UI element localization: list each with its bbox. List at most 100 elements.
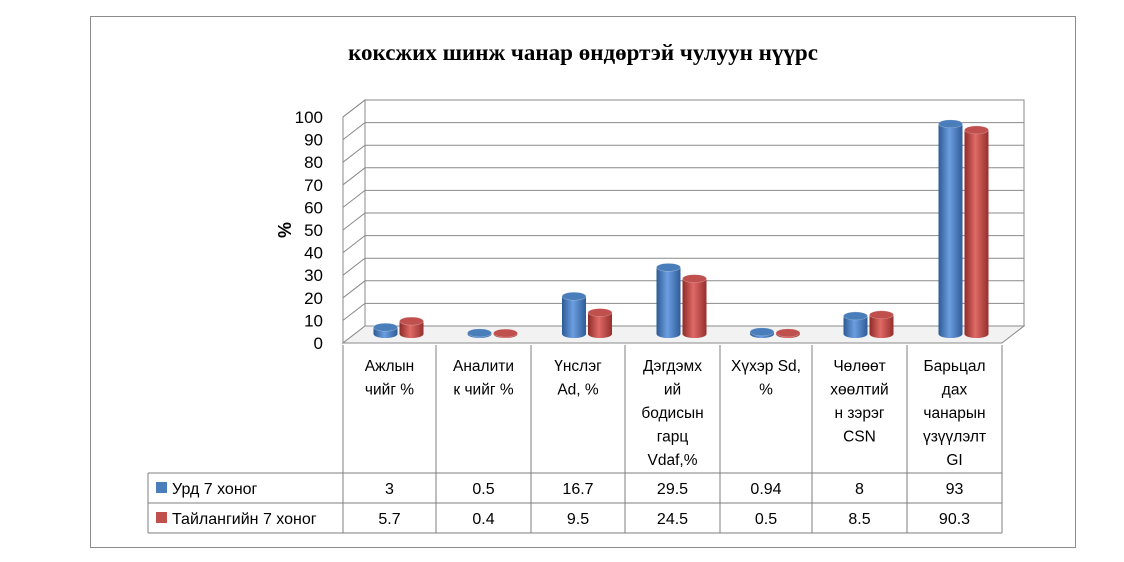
bar <box>467 328 492 338</box>
y-tick-label: 0 <box>314 334 323 353</box>
y-tick-label: 90 <box>304 131 323 150</box>
bar <box>775 328 801 338</box>
category-label: CSN <box>843 429 876 446</box>
data-label: 24.5 <box>657 511 688 528</box>
category-label: Vdaf,% <box>648 452 698 469</box>
bar-body <box>964 129 989 338</box>
bar-top <box>467 328 492 338</box>
bar-body <box>869 314 894 338</box>
bar-body <box>843 315 868 338</box>
category-label: чанарын <box>923 405 985 422</box>
bar <box>587 308 613 338</box>
data-label: 0.5 <box>472 481 494 498</box>
bar-top <box>587 308 613 317</box>
bar <box>869 310 894 338</box>
bar <box>938 119 963 338</box>
legend-swatch <box>156 482 167 493</box>
gridline <box>342 257 1024 276</box>
gridline <box>342 235 1024 253</box>
category-label: хөөлтий <box>830 382 888 399</box>
y-tick-label: 30 <box>304 266 323 285</box>
y-tick-label: 40 <box>304 244 323 263</box>
bar-top <box>561 291 587 301</box>
data-label: 16.7 <box>562 481 593 498</box>
gridline <box>342 122 1024 140</box>
category-label: GI <box>946 452 962 469</box>
gridline <box>342 189 1024 208</box>
category-label: Ажлын <box>365 358 414 375</box>
bar <box>682 274 707 338</box>
data-label: 5.7 <box>378 511 400 528</box>
bar <box>843 311 868 338</box>
category-label: Үнслэг <box>554 358 602 375</box>
category-label: гарц <box>657 429 689 446</box>
category-label: Барьцал <box>923 358 985 375</box>
y-tick-label: 20 <box>304 289 323 308</box>
bar-top <box>656 263 681 272</box>
y-tick-label: 60 <box>304 198 323 217</box>
category-label: Хүхэр Sd, <box>731 358 801 375</box>
data-label: 8.5 <box>848 511 870 528</box>
data-label: 90.3 <box>939 511 970 528</box>
bar <box>656 263 681 338</box>
bar-top <box>869 310 894 320</box>
gridline <box>342 144 1024 163</box>
category-label: ий <box>664 382 681 399</box>
y-tick-label: 70 <box>304 176 323 195</box>
data-label: 0.5 <box>755 511 777 528</box>
y-axis-label: % <box>275 222 295 238</box>
legend-label: Урд 7 хоног <box>172 481 258 498</box>
gridline <box>342 302 1024 321</box>
bar <box>749 327 775 338</box>
category-label: % <box>759 382 773 399</box>
data-label: 93 <box>946 481 964 498</box>
gridline <box>342 280 1024 299</box>
category-label: бодисын <box>641 405 703 422</box>
bar <box>561 291 587 338</box>
category-label: Дэгдэмх <box>643 358 702 375</box>
legend-swatch <box>156 512 167 523</box>
chart-title: коксжих шинж чанар өндөртэй чулуун нүүрс <box>348 40 818 65</box>
category-label: чийг % <box>365 382 414 399</box>
bar-top <box>964 125 989 135</box>
legend-label: Тайлангийн 7 хоног <box>172 511 317 528</box>
data-label: 0.4 <box>472 511 494 528</box>
bar-top <box>399 316 424 326</box>
bar <box>373 322 398 338</box>
data-label: 0.94 <box>750 481 781 498</box>
bar-top <box>749 327 775 337</box>
bar-body <box>938 123 963 338</box>
gridline <box>342 99 1024 118</box>
bar-body <box>588 312 612 338</box>
category-label: дах <box>942 382 968 399</box>
data-label: 29.5 <box>657 481 688 498</box>
gridline <box>342 212 1024 231</box>
bar <box>964 125 989 338</box>
bar-top <box>373 322 398 332</box>
bar-top <box>493 328 518 338</box>
bar-top <box>843 311 868 321</box>
data-label: 8 <box>855 481 864 498</box>
data-label: 3 <box>385 481 394 498</box>
category-label: Аналити <box>453 358 514 375</box>
bar-body <box>399 321 424 338</box>
bar-body <box>562 296 586 338</box>
bar-top <box>775 328 801 338</box>
gridline <box>342 167 1024 186</box>
bar <box>493 328 518 338</box>
y-tick-label: 80 <box>304 153 323 172</box>
y-tick-label: 10 <box>304 311 323 330</box>
data-label: 9.5 <box>567 511 589 528</box>
category-label: к чийг % <box>453 382 513 399</box>
category-label: Чөлөөт <box>833 358 885 375</box>
bar-top <box>682 274 707 283</box>
bar-top <box>938 119 963 129</box>
category-label: Ad, % <box>557 382 599 399</box>
bar-body <box>682 278 707 338</box>
y-tick-label: 100 <box>295 108 323 127</box>
category-label: үзүүлэлт <box>923 429 986 446</box>
bar <box>399 316 424 338</box>
category-label: н зэрэг <box>834 405 884 422</box>
bar-body <box>656 267 681 338</box>
